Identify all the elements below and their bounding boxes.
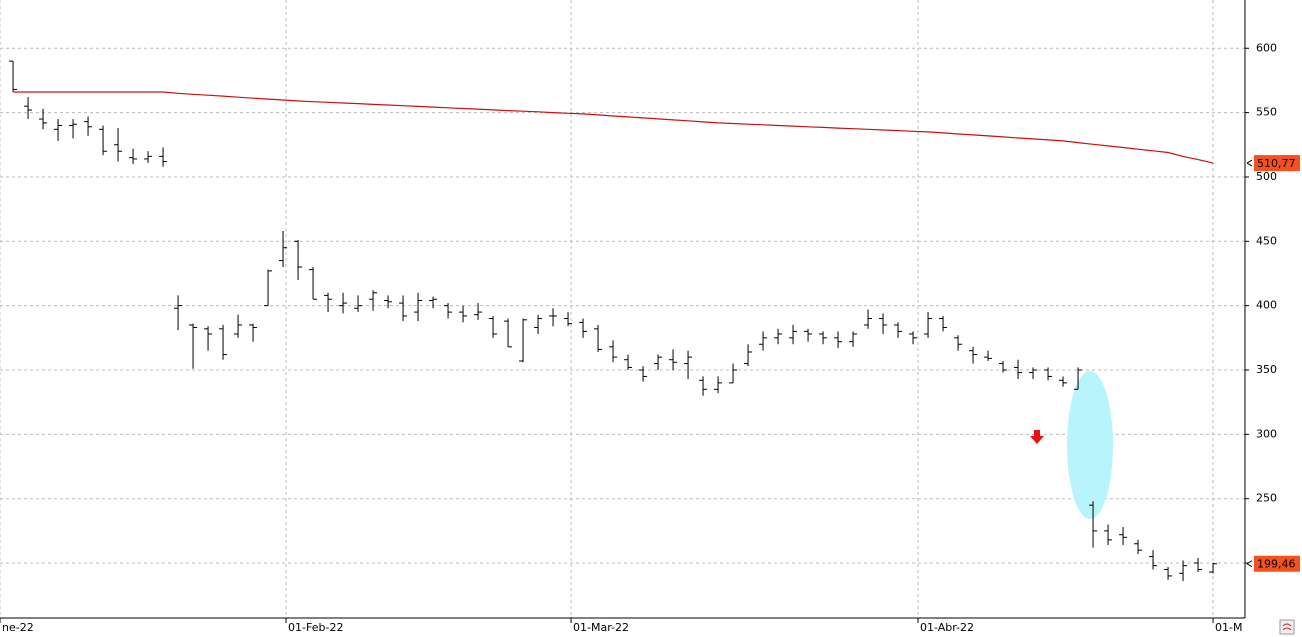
- y-tick-label: 450: [1256, 234, 1277, 247]
- highlight-ellipse: [1067, 371, 1113, 519]
- x-tick-label: 01-Feb-22: [288, 621, 343, 634]
- y-tick-label: 250: [1256, 492, 1277, 505]
- marks: [9, 60, 1218, 582]
- x-tick-label: 01-M: [1215, 621, 1242, 634]
- price-pointer: [1246, 159, 1253, 167]
- x-tick-label: 01-Mar-22: [573, 621, 629, 634]
- x-tick-label: ne-22: [2, 621, 34, 634]
- price-tag: [1254, 555, 1300, 572]
- labels: 200250300350400450500550600ne-2201-Feb-2…: [2, 41, 1300, 634]
- corner-icon: [1279, 619, 1295, 635]
- y-tick-label: 400: [1256, 299, 1277, 312]
- y-tick-label: 550: [1256, 106, 1277, 119]
- moving-average-line: [13, 91, 1214, 164]
- grid: [0, 0, 1249, 623]
- y-tick-label: 350: [1256, 363, 1277, 376]
- price-tag: [1254, 155, 1300, 172]
- down-arrow: [1030, 430, 1044, 444]
- x-tick-label: 01-Abr-22: [920, 621, 974, 634]
- price-tag-label: 199,46: [1257, 558, 1296, 571]
- y-tick-label: 300: [1256, 427, 1277, 440]
- y-tick-label: 600: [1256, 41, 1277, 54]
- price-pointer: [1246, 560, 1253, 568]
- y-tick-label: 500: [1256, 170, 1277, 183]
- price-tag-label: 510,77: [1257, 157, 1296, 170]
